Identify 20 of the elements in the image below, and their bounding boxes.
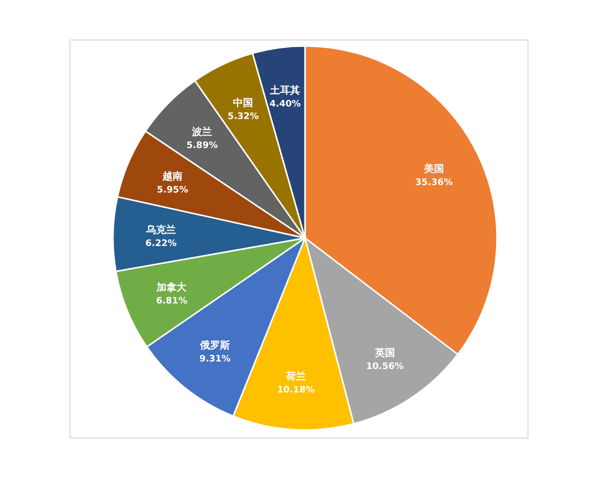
slice-label: 荷兰 [284,370,306,383]
slice-label: 乌克兰 [145,224,176,236]
slice-label: 波兰 [191,126,212,138]
slice-label: 土耳其 [269,84,300,96]
data-label: 35.36% [415,178,453,188]
slice-label: 英国 [374,346,395,359]
data-label: 10.18% [277,386,315,396]
data-label: 9.31% [199,354,231,364]
slice-label: 美国 [423,163,444,176]
slice-label: 越南 [162,170,183,183]
data-label: 6.22% [145,239,177,250]
data-label: 5.32% [228,112,259,122]
data-label: 5.89% [186,141,218,152]
data-label: 6.81% [156,296,188,307]
slice-label: 加拿大 [156,282,188,294]
slice-label: 中国 [233,96,254,109]
data-label: 4.40% [270,99,301,110]
slice-label: 俄罗斯 [198,339,230,352]
data-label: 10.56% [366,362,404,372]
data-label: 5.95% [156,186,188,196]
